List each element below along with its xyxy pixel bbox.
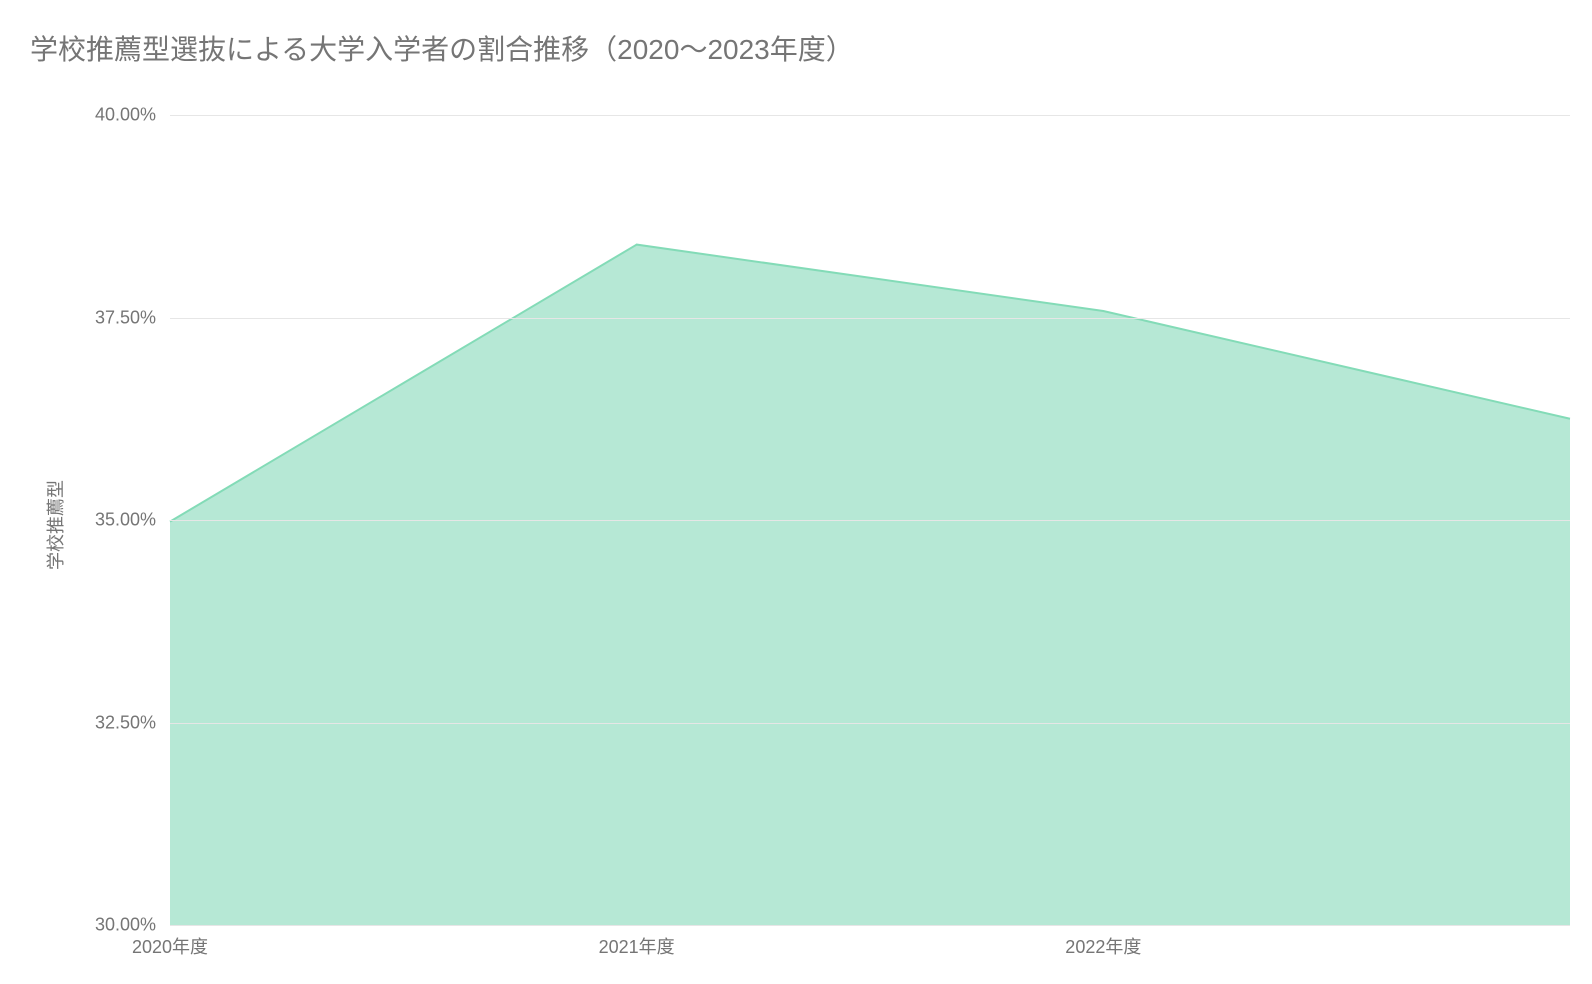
y-tick-label: 40.00% [95, 105, 170, 126]
gridline [170, 925, 1570, 926]
x-tick-label: 2020年度 [132, 925, 208, 959]
gridline [170, 520, 1570, 521]
area-fill-path [170, 245, 1570, 925]
x-tick-label: 2021年度 [599, 925, 675, 959]
y-tick-label: 35.00% [95, 510, 170, 531]
chart-title: 学校推薦型選抜による大学入学者の割合推移（2020〜2023年度） [30, 28, 854, 68]
chart-container: 学校推薦型選抜による大学入学者の割合推移（2020〜2023年度） 学校推薦型 … [0, 0, 1592, 984]
gridline [170, 115, 1570, 116]
gridline [170, 318, 1570, 319]
plot-area: 40.00%37.50%35.00%32.50%30.00%2020年度2021… [170, 115, 1570, 925]
y-axis-label: 学校推薦型 [42, 480, 68, 570]
y-tick-label: 37.50% [95, 307, 170, 328]
y-tick-label: 32.50% [95, 712, 170, 733]
x-tick-label: 2022年度 [1065, 925, 1141, 959]
gridline [170, 723, 1570, 724]
